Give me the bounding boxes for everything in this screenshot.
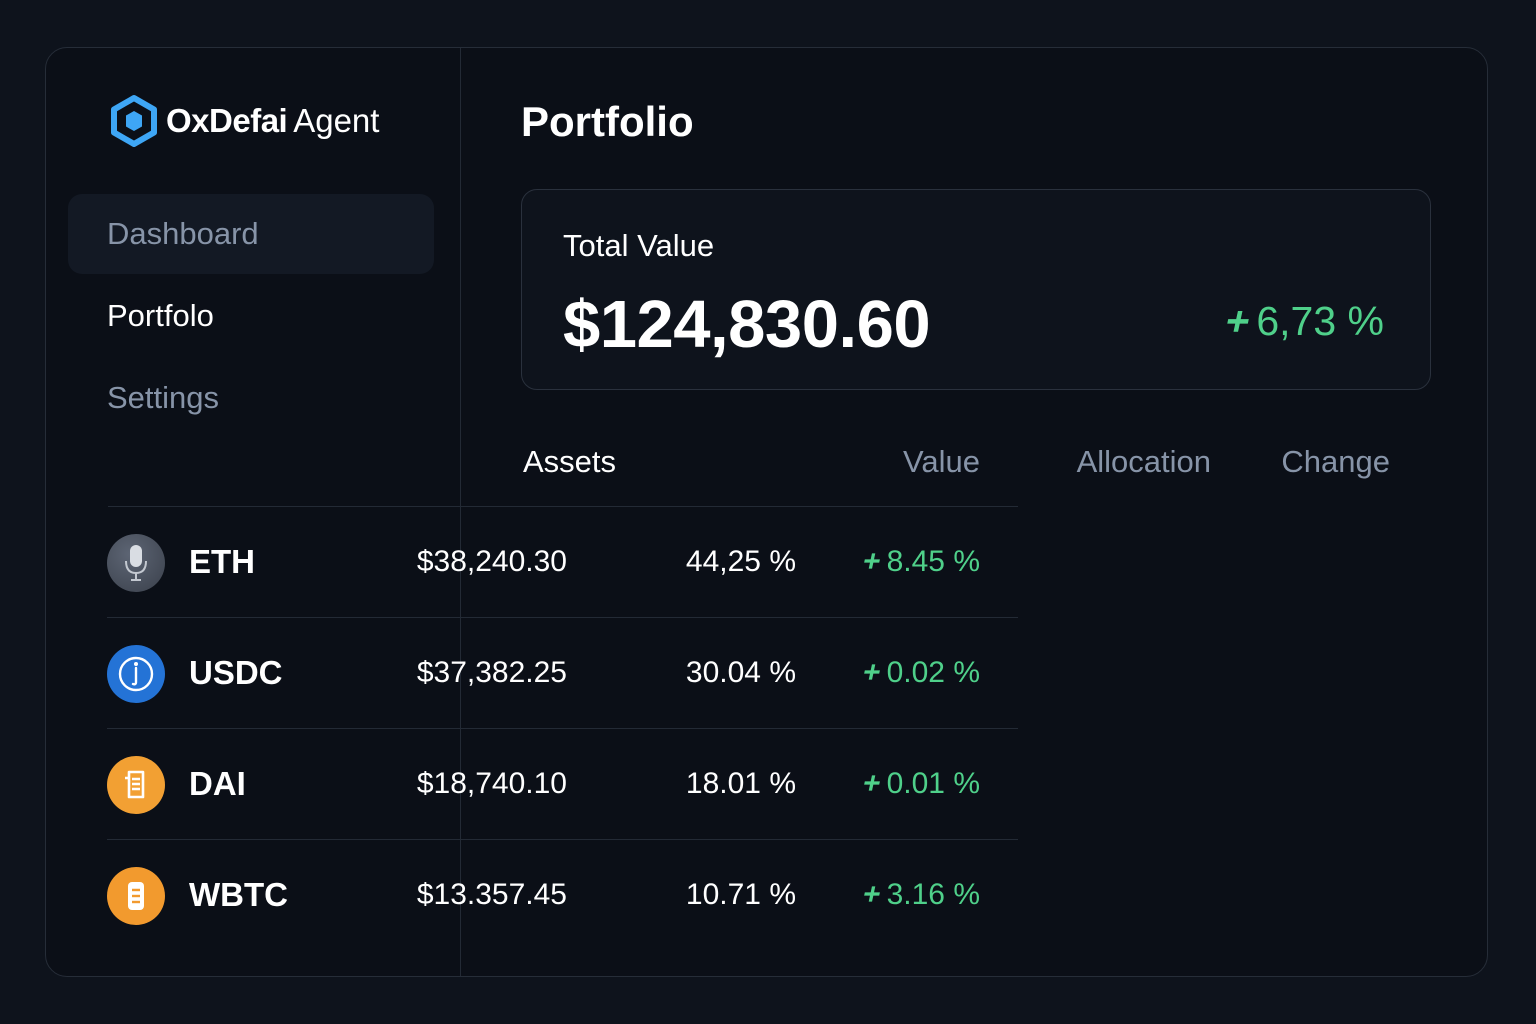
total-value-card: Total Value $124,830.60 + 6,73 % [521,189,1431,390]
total-value-amount: $124,830.60 [563,287,931,362]
microphone-icon [107,534,165,592]
sidebar-item-settings[interactable]: Settings [68,358,434,438]
sidebar-item-label: Portfolo [107,298,214,333]
asset-value: $13.357.45 [416,878,567,911]
asset-allocation: 18.01 % [685,767,796,800]
cylinder-icon [107,867,165,925]
sidebar: OxDefai Agent Dashboard Portfolo Setting… [46,48,461,976]
asset-value: $37,382.25 [416,656,567,689]
asset-change-value: 3.16 % [886,878,980,911]
usdc-icon [107,645,165,703]
page-title: Portfolio [521,98,694,145]
asset-change: + 0.02 % [860,656,980,690]
column-header-assets[interactable]: Assets [523,444,617,479]
sidebar-item-label: Settings [107,380,220,415]
asset-symbol: ETH [189,543,255,580]
asset-change-value: 0.02 % [886,656,980,689]
asset-allocation: 44,25 % [685,545,796,578]
plus-icon: + [1221,298,1256,344]
asset-symbol: DAI [189,765,246,802]
table-row-dai[interactable]: DAI $18,740.10 18.01 % + 0.01 % [107,729,1018,840]
column-header-value[interactable]: Value [903,444,980,479]
asset-allocation: 30.04 % [685,656,796,689]
table-row-eth[interactable]: ETH $38,240.30 44,25 % + 8.45 % [107,507,1018,618]
brand-name: OxDefai [166,102,288,139]
brand[interactable]: OxDefai Agent [108,94,379,148]
plus-icon: + [859,878,885,911]
asset-change: + 3.16 % [860,878,980,912]
sidebar-item-dashboard[interactable]: Dashboard [68,194,434,274]
table-header-divider [108,506,1018,507]
plus-icon: + [859,656,885,689]
asset-change-value: 8.45 % [886,545,980,578]
table-row-wbtc[interactable]: WBTC $13.357.45 10.71 % + 3.16 % [107,840,1018,950]
asset-change: + 8.45 % [860,545,980,579]
main-content: Portfolio Total Value $124,830.60 + 6,73… [460,48,1487,976]
asset-value: $18,740.10 [416,767,567,800]
asset-allocation: 10.71 % [685,878,796,911]
brand-suffix: Agent [293,102,380,139]
column-header-change[interactable]: Change [1281,444,1390,479]
asset-symbol: USDC [189,654,283,691]
assets-table-header: Assets Value Allocation Change [521,444,1431,508]
total-value-label: Total Value [563,228,715,263]
asset-change-value: 0.01 % [886,767,980,800]
total-change-badge: + 6,73 % [1222,298,1384,345]
column-header-allocation[interactable]: Allocation [1076,444,1211,479]
sidebar-item-label: Dashboard [107,216,259,251]
table-row-usdc[interactable]: USDC $37,382.25 30.04 % + 0.02 % [107,618,1018,729]
plus-icon: + [859,545,885,578]
assets-table-body: ETH $38,240.30 44,25 % + 8.45 % USDC $37… [107,507,1018,950]
app-window: OxDefai Agent Dashboard Portfolo Setting… [45,47,1488,977]
document-icon [107,756,165,814]
total-change-value: 6,73 % [1256,298,1384,344]
hexagon-logo-icon [111,95,157,147]
sidebar-item-portfolio[interactable]: Portfolo [68,276,434,356]
asset-change: + 0.01 % [860,767,980,801]
asset-symbol: WBTC [189,876,288,913]
plus-icon: + [859,767,885,800]
asset-value: $38,240.30 [416,545,567,578]
